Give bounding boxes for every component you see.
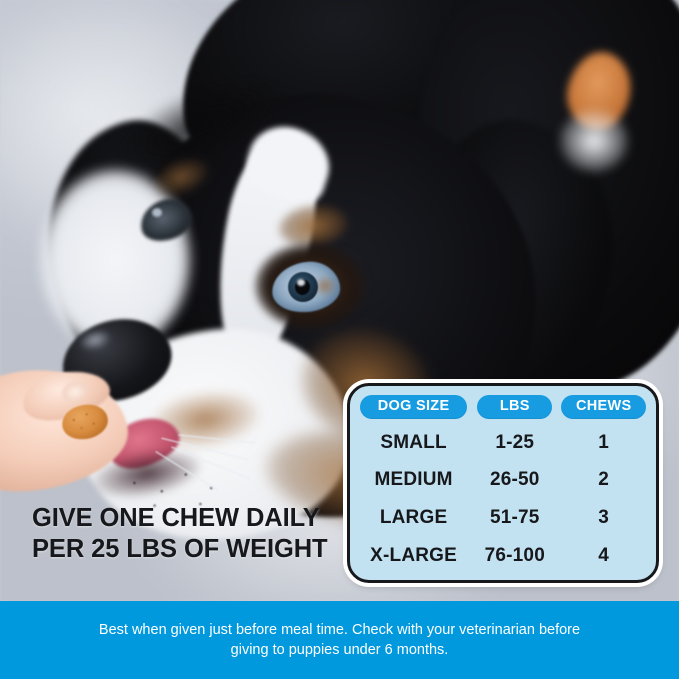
table-row: X-LARGE 76-100 4 <box>360 546 646 565</box>
dog-paw-white <box>560 110 628 172</box>
cell-dog-size: MEDIUM <box>374 469 453 491</box>
cell-dog-size: X-LARGE <box>370 544 458 566</box>
dosage-table-card: DOG SIZE LBS CHEWS SMALL 1-25 1 MEDIUM 2… <box>347 383 659 583</box>
cell-lbs: 26-50 <box>489 469 540 491</box>
cell-dog-size: SMALL <box>380 431 447 453</box>
footer-line-2: giving to puppies under 6 months. <box>230 642 449 658</box>
cell-chews: 4 <box>598 544 610 566</box>
headline: GIVE ONE CHEW DAILY PER 25 LBS OF WEIGHT <box>32 503 342 565</box>
cell-lbs: 1-25 <box>495 431 535 453</box>
table-row: SMALL 1-25 1 <box>360 433 646 452</box>
column-header-dog-size: DOG SIZE <box>360 395 468 419</box>
cell-lbs: 51-75 <box>489 507 540 529</box>
dosage-table-body: SMALL 1-25 1 MEDIUM 26-50 2 LARGE 51-75 … <box>360 424 646 575</box>
dosage-table-header-row: DOG SIZE LBS CHEWS <box>360 395 646 419</box>
dog-eye-right-warm-sector <box>313 275 337 297</box>
column-header-chews: CHEWS <box>561 395 646 419</box>
headline-line-2: PER 25 LBS OF WEIGHT <box>32 535 328 563</box>
footer-line-1: Best when given just before meal time. C… <box>98 622 581 638</box>
dog-eye-glint-left <box>152 208 162 217</box>
table-row: MEDIUM 26-50 2 <box>360 470 646 489</box>
cell-dog-size: LARGE <box>379 507 448 529</box>
hero-photo <box>0 0 679 601</box>
column-header-lbs: LBS <box>477 395 553 419</box>
dog-eye-glint-right <box>297 279 305 286</box>
cell-chews: 2 <box>598 469 610 491</box>
headline-line-1: GIVE ONE CHEW DAILY <box>32 504 320 532</box>
cell-chews: 3 <box>598 507 610 529</box>
table-row: LARGE 51-75 3 <box>360 508 646 527</box>
cell-chews: 1 <box>598 431 610 453</box>
footer-banner: Best when given just before meal time. C… <box>0 601 679 679</box>
footer-disclaimer: Best when given just before meal time. C… <box>99 620 580 660</box>
cell-lbs: 76-100 <box>484 544 545 566</box>
